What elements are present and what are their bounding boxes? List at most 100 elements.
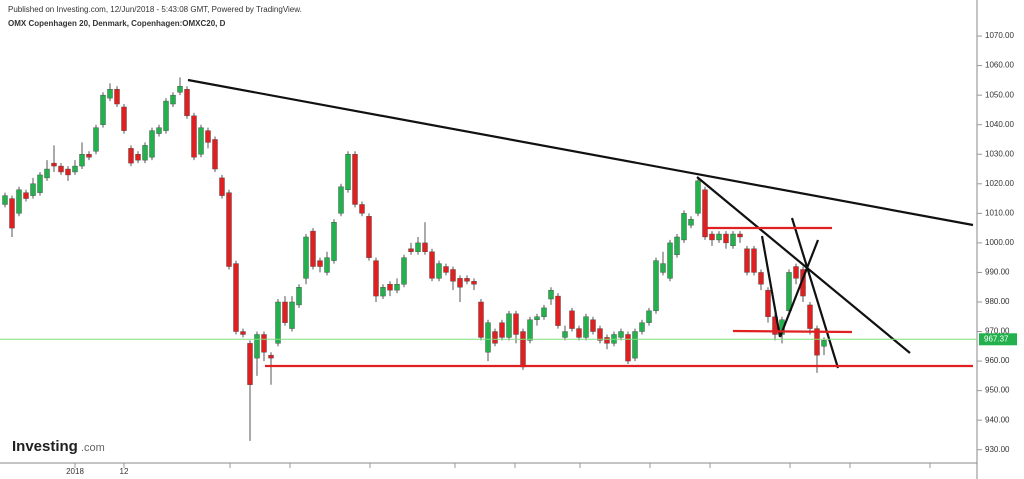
- candle-body: [233, 263, 239, 332]
- candle-body: [401, 257, 407, 285]
- candle-body: [107, 89, 113, 99]
- candle-body: [65, 168, 71, 176]
- candle-body: [618, 331, 624, 338]
- candle-body: [163, 100, 169, 131]
- candle-body: [786, 272, 792, 312]
- candle-body: [625, 334, 631, 362]
- candle-body: [30, 183, 36, 196]
- candle-body: [310, 230, 316, 267]
- candle-body: [506, 313, 512, 338]
- candle-body: [205, 130, 211, 143]
- y-tick-label: 930.00: [985, 445, 1010, 454]
- candle-body: [765, 289, 771, 317]
- candle-body: [317, 260, 323, 267]
- candle-body: [296, 287, 302, 306]
- candle-body: [681, 213, 687, 241]
- x-ticks: [229, 463, 931, 468]
- candle-body: [93, 127, 99, 152]
- candle-body: [695, 180, 701, 214]
- candle-body: [744, 248, 750, 273]
- candle-body: [268, 354, 274, 359]
- candle-body: [709, 233, 715, 241]
- candle-body: [261, 334, 267, 353]
- candle-body: [212, 139, 218, 170]
- candle-body: [443, 266, 449, 273]
- candle-body: [72, 165, 78, 173]
- candle-body: [352, 154, 358, 205]
- last-price-box: [979, 333, 1017, 346]
- candle-body: [429, 251, 435, 279]
- candle-body: [569, 310, 575, 329]
- candle-body: [58, 165, 64, 173]
- logo-suffix: .com: [81, 442, 105, 454]
- candle-body: [184, 89, 190, 117]
- candle-body: [142, 145, 148, 161]
- candle-body: [485, 322, 491, 353]
- candle-body: [100, 94, 106, 125]
- candle-body: [674, 236, 680, 255]
- candle-body: [2, 195, 8, 205]
- candle-body: [723, 233, 729, 244]
- candle-body: [541, 307, 547, 317]
- candle-body: [415, 242, 421, 252]
- candle-body: [758, 272, 764, 285]
- candle-body: [471, 281, 477, 285]
- candle-body: [394, 284, 400, 291]
- candle-body: [128, 148, 134, 164]
- candle-body: [114, 89, 120, 105]
- candle-body: [149, 130, 155, 158]
- candle-body: [562, 331, 568, 338]
- candle-body: [240, 331, 246, 335]
- candle-body: [590, 319, 596, 332]
- candle-body: [177, 86, 183, 93]
- y-tick-label: 1070.00: [985, 31, 1014, 40]
- y-tick-label: 960.00: [985, 356, 1010, 365]
- y-tick-label: 1060.00: [985, 61, 1014, 70]
- candle-body: [583, 316, 589, 338]
- candle-body: [604, 337, 610, 344]
- candle-body: [737, 233, 743, 238]
- header: Published on Investing.com, 12/Jun/2018 …: [8, 5, 302, 14]
- candle-body: [639, 322, 645, 332]
- candle-body: [51, 162, 57, 167]
- candle-body: [170, 94, 176, 105]
- candle-body: [324, 257, 330, 273]
- candle-body: [282, 301, 288, 323]
- x-tick-label: 2018: [66, 467, 84, 476]
- y-tick-label: 970.00: [985, 327, 1010, 336]
- y-tick-label: 1040.00: [985, 120, 1014, 129]
- candle-body: [520, 331, 526, 368]
- candle-body: [345, 154, 351, 190]
- candle-body: [275, 301, 281, 344]
- candle-body: [226, 192, 232, 267]
- candle-body: [457, 278, 463, 288]
- y-tick-label: 1010.00: [985, 208, 1014, 217]
- candle-body: [478, 301, 484, 338]
- candle-body: [667, 242, 673, 279]
- candle-body: [534, 316, 540, 320]
- candle-body: [86, 154, 92, 158]
- candle-body: [387, 284, 393, 291]
- candle-body: [492, 331, 498, 344]
- x-tick-label: 12: [120, 467, 129, 476]
- candle-body: [821, 340, 827, 347]
- candle-body: [37, 174, 43, 193]
- candle-body: [555, 295, 561, 326]
- candle-body: [436, 263, 442, 279]
- candle-body: [499, 322, 505, 338]
- candle-body: [303, 236, 309, 279]
- candle-body: [198, 127, 204, 155]
- candle-body: [716, 233, 722, 241]
- candle-body: [548, 289, 554, 300]
- y-tick-label: 1000.00: [985, 238, 1014, 247]
- candle-body: [366, 216, 372, 258]
- candle-body: [513, 313, 519, 335]
- candle-body: [191, 115, 197, 158]
- candle-body: [156, 127, 162, 134]
- y-tick-label: 990.00: [985, 268, 1010, 277]
- candle-body: [660, 263, 666, 273]
- candle-body: [751, 248, 757, 273]
- candle-body: [359, 204, 365, 214]
- candle-body: [23, 192, 29, 199]
